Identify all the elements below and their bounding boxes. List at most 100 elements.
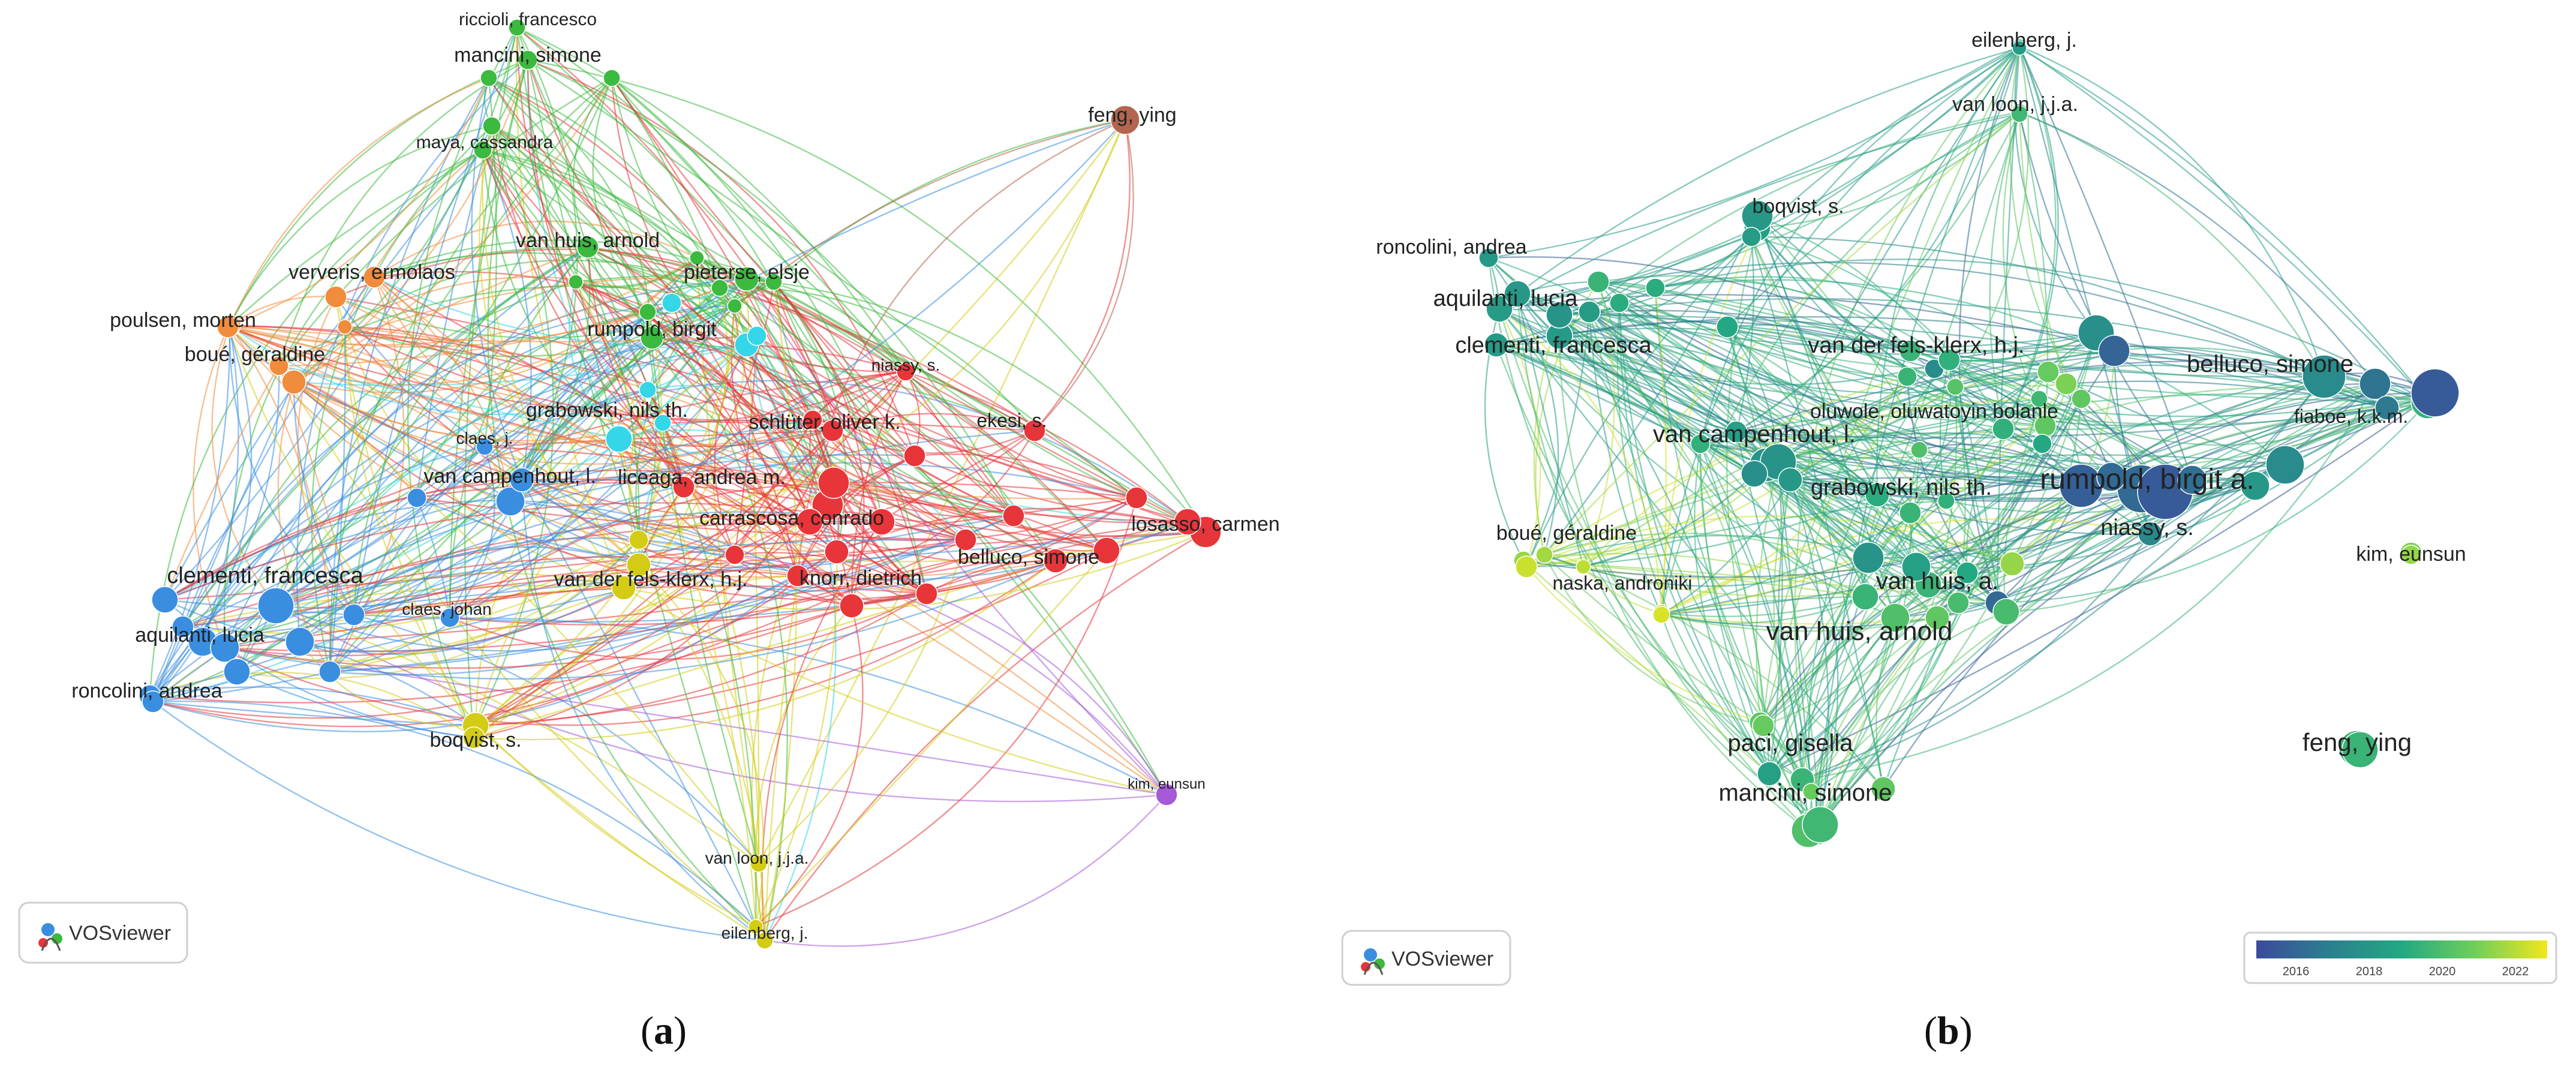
author-node[interactable] [342, 603, 365, 626]
author-node[interactable] [796, 508, 823, 536]
author-node[interactable] [1871, 776, 1896, 801]
author-node[interactable] [151, 586, 179, 614]
author-node[interactable] [495, 486, 525, 516]
author-node[interactable] [605, 425, 633, 453]
author-node[interactable] [1947, 591, 1970, 614]
author-node[interactable] [2071, 389, 2091, 409]
author-node[interactable] [1802, 806, 1839, 843]
author-node[interactable] [1587, 270, 1610, 293]
author-node[interactable] [1956, 561, 1979, 584]
author-node[interactable] [1155, 783, 1178, 806]
author-node[interactable] [1802, 783, 1820, 801]
author-node[interactable] [2032, 434, 2052, 454]
author-node[interactable] [2240, 471, 2270, 501]
author-node[interactable] [824, 539, 849, 564]
author-node[interactable] [223, 658, 251, 686]
author-node[interactable] [2000, 551, 2025, 576]
author-node[interactable] [1486, 295, 1513, 323]
author-node[interactable] [476, 438, 494, 456]
author-node[interactable] [1690, 434, 1711, 454]
author-node[interactable] [2374, 395, 2400, 420]
author-node[interactable] [480, 69, 498, 87]
author-node[interactable] [611, 575, 636, 600]
author-node[interactable] [1852, 542, 1884, 574]
author-node[interactable] [1778, 467, 1803, 492]
author-node[interactable] [603, 69, 621, 87]
author-node[interactable] [508, 19, 526, 37]
author-node[interactable] [407, 488, 427, 508]
author-node[interactable] [2359, 368, 2391, 400]
author-node[interactable] [662, 293, 682, 313]
author-node[interactable] [285, 627, 315, 657]
author-node[interactable] [281, 369, 306, 395]
author-node[interactable] [915, 582, 938, 605]
author-node[interactable] [324, 285, 347, 308]
author-node[interactable] [2265, 445, 2305, 485]
author-node[interactable] [2096, 462, 2126, 492]
author-node[interactable] [2177, 465, 2207, 495]
author-node[interactable] [1899, 501, 1922, 524]
author-node[interactable] [1716, 315, 1739, 338]
author-node[interactable] [2341, 731, 2379, 768]
author-node[interactable] [821, 419, 844, 442]
vosviewer-logo-a[interactable]: VOSviewer [18, 901, 188, 964]
author-node[interactable] [2055, 372, 2078, 395]
author-node[interactable] [1910, 441, 1928, 459]
vosviewer-logo-b[interactable]: VOSviewer [1341, 930, 1511, 986]
author-node[interactable] [786, 564, 809, 587]
author-node[interactable] [954, 528, 977, 551]
author-node[interactable] [518, 50, 538, 70]
author-node[interactable] [903, 444, 926, 467]
author-node[interactable] [672, 476, 695, 498]
author-node[interactable] [217, 315, 239, 338]
author-node[interactable] [2010, 105, 2028, 123]
author-node[interactable] [1851, 583, 1879, 611]
author-node[interactable] [1125, 486, 1148, 509]
author-node[interactable] [689, 250, 705, 266]
author-node[interactable] [640, 326, 664, 350]
author-node[interactable] [1023, 419, 1046, 442]
author-node[interactable] [711, 279, 729, 297]
author-node[interactable] [639, 303, 657, 321]
author-node[interactable] [1645, 278, 1666, 298]
author-node[interactable] [363, 266, 386, 288]
author-node[interactable] [1578, 300, 1601, 323]
author-node[interactable] [1741, 227, 1762, 247]
author-node[interactable] [2401, 545, 2421, 565]
author-node[interactable] [1880, 603, 1910, 633]
author-node[interactable] [509, 467, 534, 492]
author-node[interactable] [868, 508, 895, 536]
author-node[interactable] [2037, 360, 2060, 383]
author-node[interactable] [172, 615, 194, 638]
author-node[interactable] [318, 660, 341, 683]
author-node[interactable] [1478, 248, 1499, 268]
author-node[interactable] [1174, 508, 1201, 536]
author-node[interactable] [473, 140, 492, 160]
author-node[interactable] [2098, 335, 2130, 367]
author-node[interactable] [1992, 417, 2015, 440]
author-node[interactable] [626, 552, 651, 578]
author-node[interactable] [802, 410, 823, 430]
author-node[interactable] [1937, 492, 1955, 510]
author-node[interactable] [337, 319, 353, 335]
author-node[interactable] [1110, 105, 1140, 135]
author-node[interactable] [1609, 293, 1630, 313]
author-node[interactable] [257, 587, 294, 624]
author-node[interactable] [2138, 521, 2163, 546]
author-node[interactable] [1652, 606, 1670, 624]
author-node[interactable] [2410, 368, 2460, 417]
author-node[interactable] [1515, 555, 1538, 578]
author-node[interactable] [1535, 546, 1553, 564]
author-node[interactable] [269, 356, 289, 376]
author-node[interactable] [568, 274, 584, 290]
author-node[interactable] [765, 273, 783, 291]
author-node[interactable] [747, 326, 767, 346]
author-node[interactable] [1504, 280, 1531, 308]
author-node[interactable] [629, 530, 649, 550]
author-node[interactable] [734, 266, 759, 291]
author-node[interactable] [1725, 420, 1748, 443]
author-node[interactable] [1546, 301, 1573, 329]
author-node[interactable] [142, 690, 164, 713]
author-node[interactable] [654, 414, 672, 432]
author-node[interactable] [1897, 366, 1917, 387]
